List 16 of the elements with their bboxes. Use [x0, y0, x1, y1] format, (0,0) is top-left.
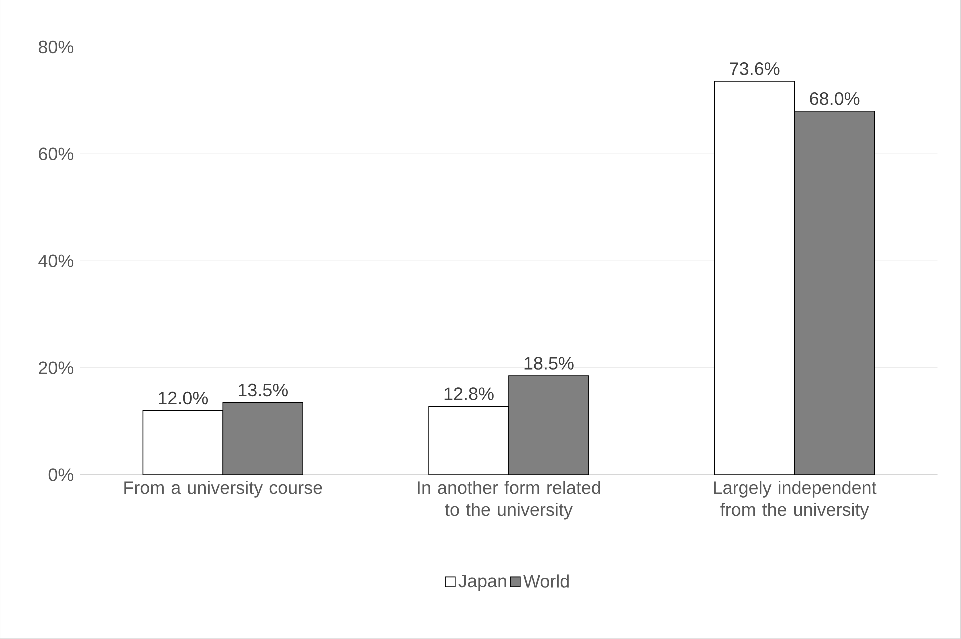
- data-label: 12.8%: [444, 388, 494, 400]
- legend-label: World: [524, 574, 569, 588]
- data-label: 68.0%: [810, 92, 860, 106]
- y-tick-label: 80%: [38, 40, 74, 54]
- data-label: 73.6%: [730, 62, 780, 76]
- data-label: 18.5%: [524, 357, 574, 370]
- x-tick-label: In another form related to the university: [418, 480, 600, 520]
- data-label: 12.0%: [159, 392, 208, 405]
- x-tick-label: From a university course: [124, 480, 322, 498]
- legend-label: Japan: [458, 574, 506, 592]
- x-tick-label: Largely independent from the university: [714, 480, 877, 520]
- data-label: 13.5%: [239, 384, 288, 397]
- y-tick-label: 60%: [39, 148, 74, 160]
- y-tick-label: 20%: [39, 362, 74, 374]
- y-tick-label: 40%: [38, 254, 74, 268]
- y-tick-label: 0%: [48, 468, 74, 482]
